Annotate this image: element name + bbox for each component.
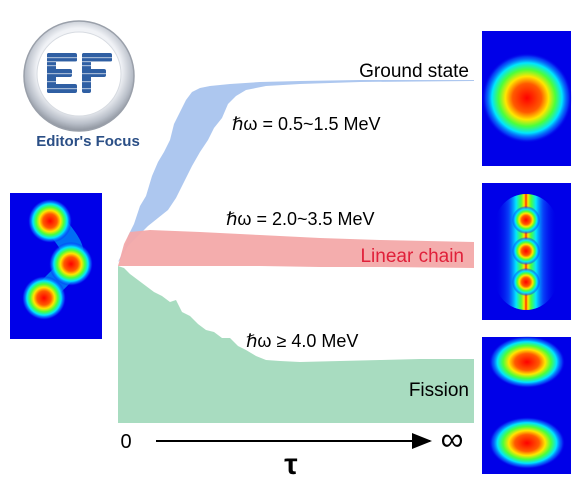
ground-state-range: ℏω = 0.5~1.5 MeV [232,114,381,134]
fission-fragment-top [489,336,565,388]
cluster-bottom [22,276,66,320]
cluster-middle [49,242,93,286]
fission-label: Fission [409,380,469,401]
chain-cluster-top [512,206,540,234]
chain-cluster-bottom [512,268,540,296]
fission-range: ℏω ≥ 4.0 MeV [246,331,358,351]
axis-start-label: 0 [120,431,131,453]
linear-chain-label: Linear chain [360,246,464,267]
initial-state-density-map [10,193,102,339]
ground-state-blob [482,53,572,143]
fission-band [118,266,474,423]
logo-caption: Editor's Focus [36,133,140,150]
cluster-top [28,199,72,243]
chain-cluster-middle [512,237,540,265]
linear-chain-band [118,230,474,268]
axis-end-label: ∞ [441,421,464,457]
ground-state-density-map [482,31,572,166]
fission-density-map [482,336,571,474]
ground-state-label: Ground state [359,61,469,82]
linear-chain-density-map [482,183,571,320]
editors-focus-logo: Editor's Focus [23,20,140,150]
axis-tau-symbol: τ [284,448,297,481]
ef-logo-mark-icon [45,53,115,93]
linear-chain-range: ℏω = 2.0~3.5 MeV [226,209,375,229]
ground-state-band [118,80,474,262]
fission-fragment-bottom [489,417,565,469]
tau-axis: 0 τ ∞ [120,421,463,481]
